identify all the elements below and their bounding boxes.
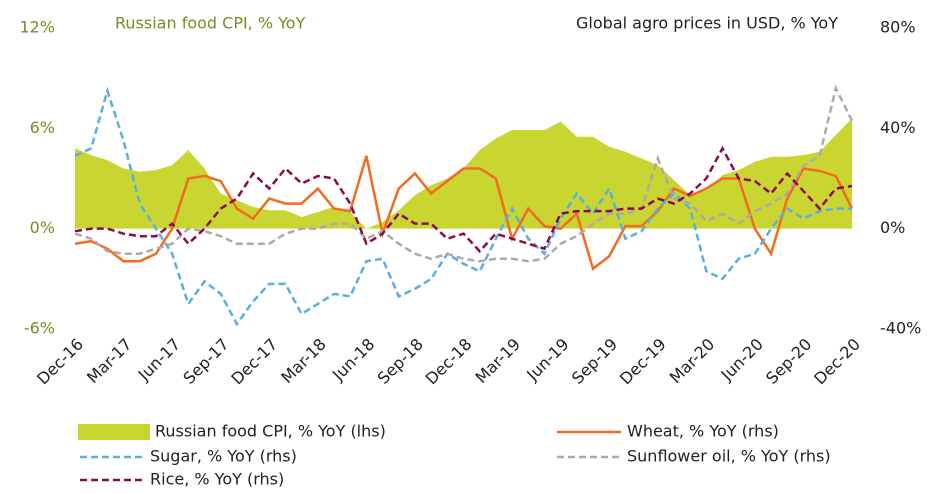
x-tick-label: Jun-17 (134, 335, 184, 385)
x-tick-label: Dec-19 (616, 335, 670, 389)
x-tick-label: Dec-20 (810, 335, 864, 389)
x-tick-label: Jun-20 (717, 335, 767, 385)
x-tick-label: Jun-19 (522, 335, 572, 385)
x-tick-label: Sep-18 (374, 335, 427, 388)
y-tick-label: 6% (30, 118, 55, 137)
y2-tick-label: 40% (880, 118, 916, 137)
legend-label: Sugar, % YoY (rhs) (150, 447, 297, 466)
chart-title: Russian food CPI, % YoY (115, 14, 306, 33)
y2-tick-label: -40% (880, 319, 921, 338)
legend-swatch (78, 424, 150, 440)
legend-label: Sunflower oil, % YoY (rhs) (627, 447, 831, 466)
area (75, 118, 852, 229)
y2-tick-label: 0% (880, 218, 905, 237)
x-tick-label: Sep-20 (762, 335, 815, 388)
line (74, 84, 854, 263)
x-tick-label: Dec-17 (227, 335, 281, 389)
x-tick-label: Dec-18 (422, 335, 476, 389)
line (74, 155, 854, 271)
x-tick-label: Dec-16 (33, 335, 87, 389)
x-tick-label: Mar-17 (83, 335, 136, 388)
line (74, 145, 853, 254)
x-tick-label: Mar-19 (472, 335, 525, 388)
legend-label: Wheat, % YoY (rhs) (627, 422, 779, 441)
y2-tick-label: 80% (880, 18, 916, 37)
chart-subtitle: Global agro prices in USD, % YoY (576, 14, 838, 33)
legend-label: Russian food CPI, % YoY (lhs) (155, 422, 386, 441)
y-tick-label: 0% (30, 218, 55, 237)
x-tick-label: Sep-17 (179, 335, 232, 388)
y-tick-label: 12% (19, 18, 55, 37)
x-tick-label: Mar-18 (277, 335, 330, 388)
legend-label: Rice, % YoY (rhs) (150, 470, 284, 489)
x-tick-label: Jun-18 (328, 335, 378, 385)
x-tick-label: Sep-19 (568, 335, 621, 388)
x-tick-label: Mar-20 (666, 335, 719, 388)
y-tick-label: -6% (24, 319, 55, 338)
line (74, 86, 852, 327)
